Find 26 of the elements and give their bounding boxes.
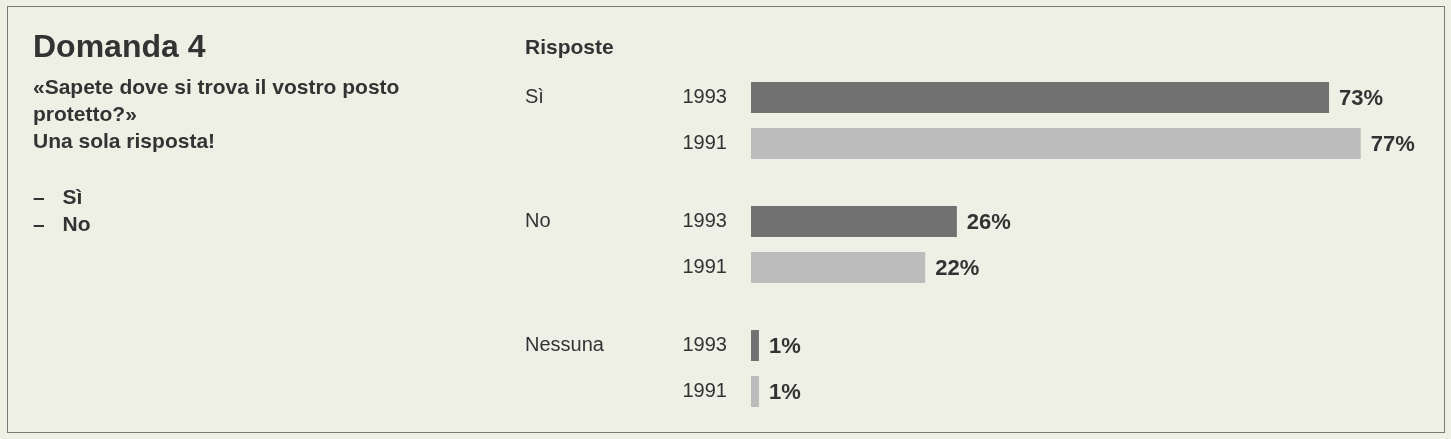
bar bbox=[751, 330, 759, 361]
text: 1993 bbox=[682, 333, 727, 356]
data-label: 26% bbox=[966, 208, 1011, 234]
series-label: 1993 bbox=[682, 85, 727, 108]
text: 1991 bbox=[682, 379, 727, 402]
data-label: 1% bbox=[768, 332, 801, 358]
text: 1991 bbox=[682, 255, 727, 278]
text: «Sapete dove si trova il vostro posto protetto?» Una sola risposta! bbox=[33, 74, 401, 154]
text: Domanda 4 bbox=[33, 28, 206, 64]
data-label: 73% bbox=[1339, 84, 1384, 110]
y-tick-label: Sì bbox=[525, 85, 544, 108]
bar bbox=[751, 206, 957, 237]
bar bbox=[751, 128, 1361, 160]
text: – No bbox=[33, 211, 91, 237]
bar bbox=[751, 252, 926, 284]
bar bbox=[751, 376, 759, 408]
text: 1993 bbox=[682, 209, 727, 232]
data-label: 1% bbox=[768, 378, 801, 404]
bar bbox=[751, 82, 1330, 113]
y-tick-label: No bbox=[525, 209, 551, 232]
text: – Sì bbox=[33, 184, 84, 210]
data-label: 22% bbox=[935, 254, 980, 280]
data-label: 77% bbox=[1370, 130, 1415, 156]
y-axis-title: Risposte bbox=[525, 35, 614, 59]
series-label: 1991 bbox=[682, 131, 727, 154]
y-tick-label: Nessuna bbox=[525, 333, 605, 356]
